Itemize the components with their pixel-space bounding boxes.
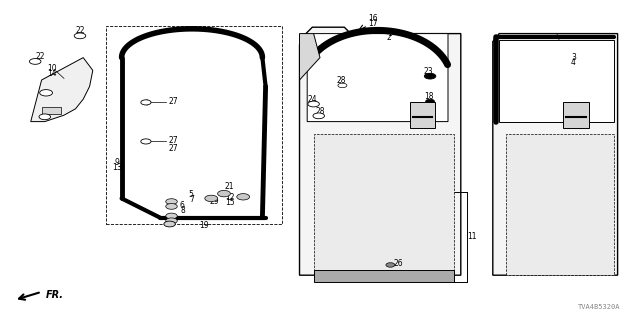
Circle shape [313, 113, 324, 119]
Circle shape [29, 59, 41, 64]
Circle shape [218, 190, 230, 197]
Text: 17: 17 [368, 19, 378, 28]
Text: 10: 10 [47, 64, 58, 73]
Text: 7: 7 [189, 195, 195, 204]
Text: 8: 8 [180, 206, 185, 215]
Circle shape [141, 100, 151, 105]
Polygon shape [307, 34, 448, 122]
Text: 27: 27 [168, 144, 178, 153]
Text: 28: 28 [316, 107, 324, 116]
Circle shape [338, 83, 347, 88]
Circle shape [358, 276, 368, 282]
Circle shape [39, 114, 51, 120]
Text: 13: 13 [112, 163, 122, 172]
Text: 27: 27 [168, 136, 178, 145]
Circle shape [40, 90, 52, 96]
Text: 2: 2 [387, 33, 392, 42]
Polygon shape [506, 134, 614, 275]
Circle shape [237, 194, 250, 200]
Bar [106, 26, 282, 224]
Text: 15: 15 [225, 198, 236, 207]
Text: 19: 19 [199, 221, 209, 230]
Circle shape [141, 139, 151, 144]
Text: FR.: FR. [46, 290, 64, 300]
Circle shape [424, 73, 436, 79]
Text: 4: 4 [571, 58, 576, 67]
Text: 18: 18 [424, 92, 433, 101]
Text: 29: 29 [209, 197, 219, 206]
Circle shape [166, 199, 177, 204]
Text: 1: 1 [387, 29, 392, 38]
Polygon shape [300, 34, 320, 80]
Text: 26: 26 [393, 260, 403, 268]
Polygon shape [42, 107, 61, 114]
Text: 21: 21 [225, 182, 234, 191]
Text: 5: 5 [188, 190, 193, 199]
Circle shape [166, 204, 177, 209]
Polygon shape [563, 102, 589, 128]
Text: 27: 27 [168, 97, 178, 106]
Text: 23: 23 [424, 67, 434, 76]
Text: TVA4B5320A: TVA4B5320A [579, 304, 621, 310]
Text: 3: 3 [571, 53, 576, 62]
Text: 22: 22 [36, 52, 45, 61]
Polygon shape [314, 270, 454, 282]
Circle shape [164, 221, 175, 227]
Text: 9: 9 [115, 158, 120, 167]
Circle shape [205, 195, 218, 202]
Polygon shape [493, 34, 618, 275]
Text: 11: 11 [467, 232, 476, 241]
Text: 12: 12 [226, 193, 235, 202]
Circle shape [386, 263, 395, 267]
Text: 6: 6 [180, 201, 185, 210]
Text: 24: 24 [307, 95, 317, 104]
Text: 14: 14 [47, 69, 58, 78]
Circle shape [166, 218, 177, 224]
Circle shape [166, 213, 177, 219]
Circle shape [308, 101, 319, 107]
Polygon shape [499, 40, 614, 122]
Polygon shape [410, 102, 435, 128]
Text: 16: 16 [368, 14, 378, 23]
Polygon shape [31, 58, 93, 122]
Circle shape [426, 99, 435, 104]
Text: 28: 28 [337, 76, 346, 85]
Text: 22: 22 [76, 26, 84, 35]
Polygon shape [300, 27, 461, 275]
Polygon shape [314, 134, 454, 275]
Text: 25: 25 [366, 274, 376, 283]
Circle shape [74, 33, 86, 39]
Text: 20: 20 [164, 216, 175, 225]
